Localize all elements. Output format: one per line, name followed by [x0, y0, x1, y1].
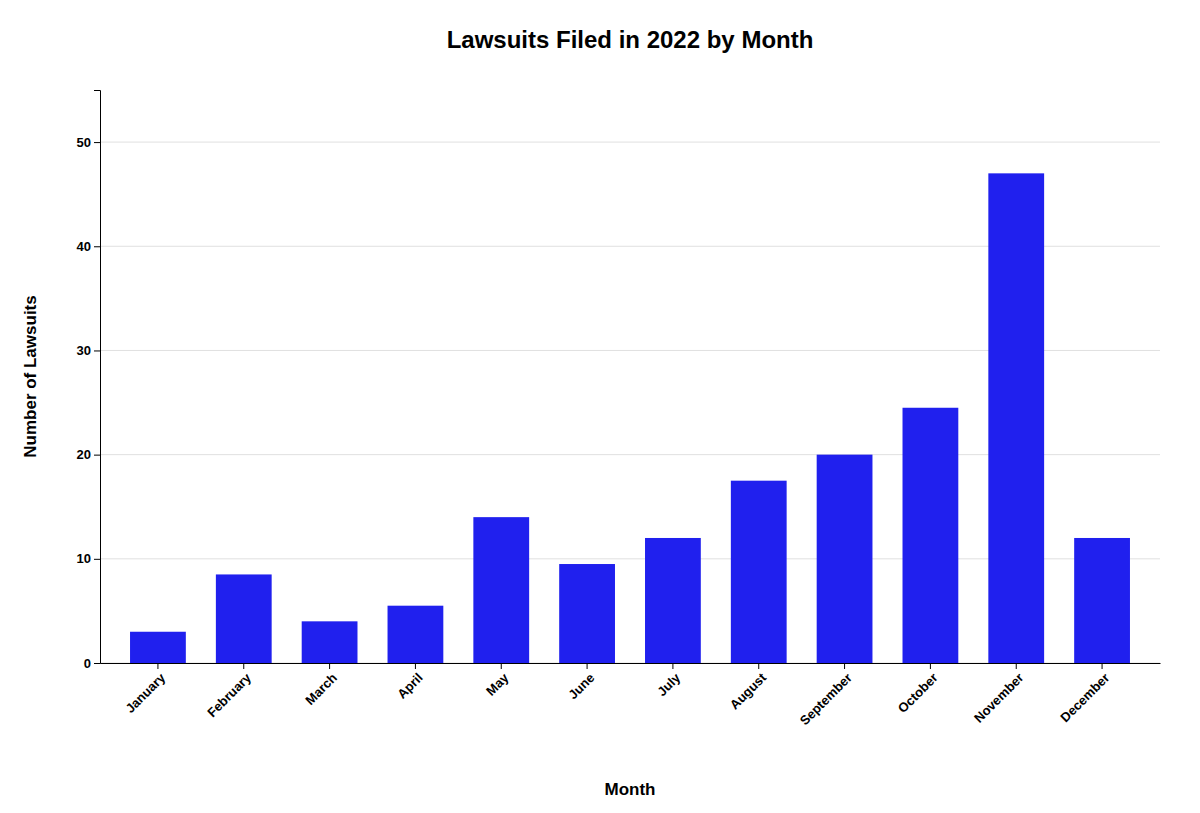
tick-label: July: [654, 670, 684, 700]
chart-container: January February March April May June July Augu…: [0, 0, 1200, 813]
tick-mark: [501, 663, 502, 669]
x-tick: April: [394, 663, 426, 702]
tick-label: May: [483, 670, 512, 699]
tick-label: 50: [77, 135, 91, 150]
tick-label: September: [797, 670, 855, 728]
y-tick: 50: [77, 135, 100, 150]
tick-mark: [243, 663, 244, 669]
y-axis: 0 10 20 30 40 50: [77, 91, 101, 671]
tick-mark: [587, 663, 588, 669]
tick-mark: [1016, 663, 1017, 669]
x-tick: December: [1057, 663, 1112, 725]
bar: [473, 517, 529, 663]
x-tick: May: [483, 663, 512, 699]
bar: [130, 632, 186, 663]
x-tick: June: [565, 663, 597, 702]
bar: [988, 173, 1044, 663]
tick-mark: [930, 663, 931, 669]
bar: [559, 564, 615, 663]
tick-mark: [157, 663, 158, 669]
tick-mark: [94, 246, 100, 247]
tick-mark: [844, 663, 845, 669]
bar: [645, 538, 701, 663]
tick-label: February: [204, 670, 254, 720]
tick-label: November: [971, 670, 1027, 726]
y-axis-title: Number of Lawsuits: [21, 295, 40, 457]
x-axis-title: Month: [605, 780, 656, 799]
tick-label: August: [727, 670, 770, 713]
bar: [903, 408, 959, 663]
grid: [100, 142, 1160, 663]
tick-label: January: [122, 670, 168, 716]
tick-label: 10: [77, 551, 91, 566]
bar: [1074, 538, 1130, 663]
x-tick: January: [122, 663, 168, 716]
x-tick: March: [302, 663, 340, 708]
x-tick: September: [797, 663, 855, 728]
x-tick: July: [654, 663, 684, 699]
tick-mark: [94, 663, 100, 664]
bar: [388, 606, 444, 663]
y-tick: 0: [84, 656, 100, 671]
tick-mark: [415, 663, 416, 669]
y-tick: 30: [77, 343, 100, 358]
axis-line: [94, 91, 101, 664]
tick-mark: [94, 142, 100, 143]
x-tick: February: [204, 663, 254, 720]
x-axis: January February March April May June July Augu…: [101, 663, 1161, 728]
tick-label: 40: [77, 239, 91, 254]
tick-label: June: [565, 670, 597, 702]
tick-mark: [94, 350, 100, 351]
tick-label: March: [302, 670, 340, 708]
axis-line: [101, 663, 1161, 664]
x-tick: October: [895, 663, 941, 716]
tick-label: December: [1057, 670, 1112, 725]
tick-mark: [1102, 663, 1103, 669]
x-tick: August: [727, 663, 770, 712]
y-tick: 10: [77, 551, 100, 566]
title: Lawsuits Filed in 2022 by Month: [447, 26, 814, 53]
tick-label: 0: [84, 656, 91, 671]
bar: [302, 621, 358, 663]
bar: [817, 455, 873, 663]
chart: January February March April May June July Augu…: [0, 0, 1200, 813]
bars: [130, 173, 1130, 663]
y-tick: 20: [77, 447, 100, 462]
tick-mark: [94, 559, 100, 560]
tick-mark: [329, 663, 330, 669]
y-tick: 40: [77, 239, 100, 254]
bar: [216, 574, 272, 663]
x-tick: November: [971, 663, 1027, 726]
tick-label: October: [895, 670, 941, 716]
tick-label: 20: [77, 447, 91, 462]
tick-label: 30: [77, 343, 91, 358]
tick-mark: [94, 455, 100, 456]
tick-mark: [672, 663, 673, 669]
tick-label: April: [394, 670, 426, 702]
tick-mark: [758, 663, 759, 669]
grid-line: [100, 142, 1160, 143]
bar: [731, 481, 787, 663]
